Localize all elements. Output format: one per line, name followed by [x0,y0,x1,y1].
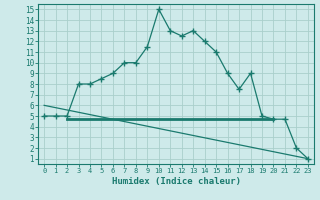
X-axis label: Humidex (Indice chaleur): Humidex (Indice chaleur) [111,177,241,186]
